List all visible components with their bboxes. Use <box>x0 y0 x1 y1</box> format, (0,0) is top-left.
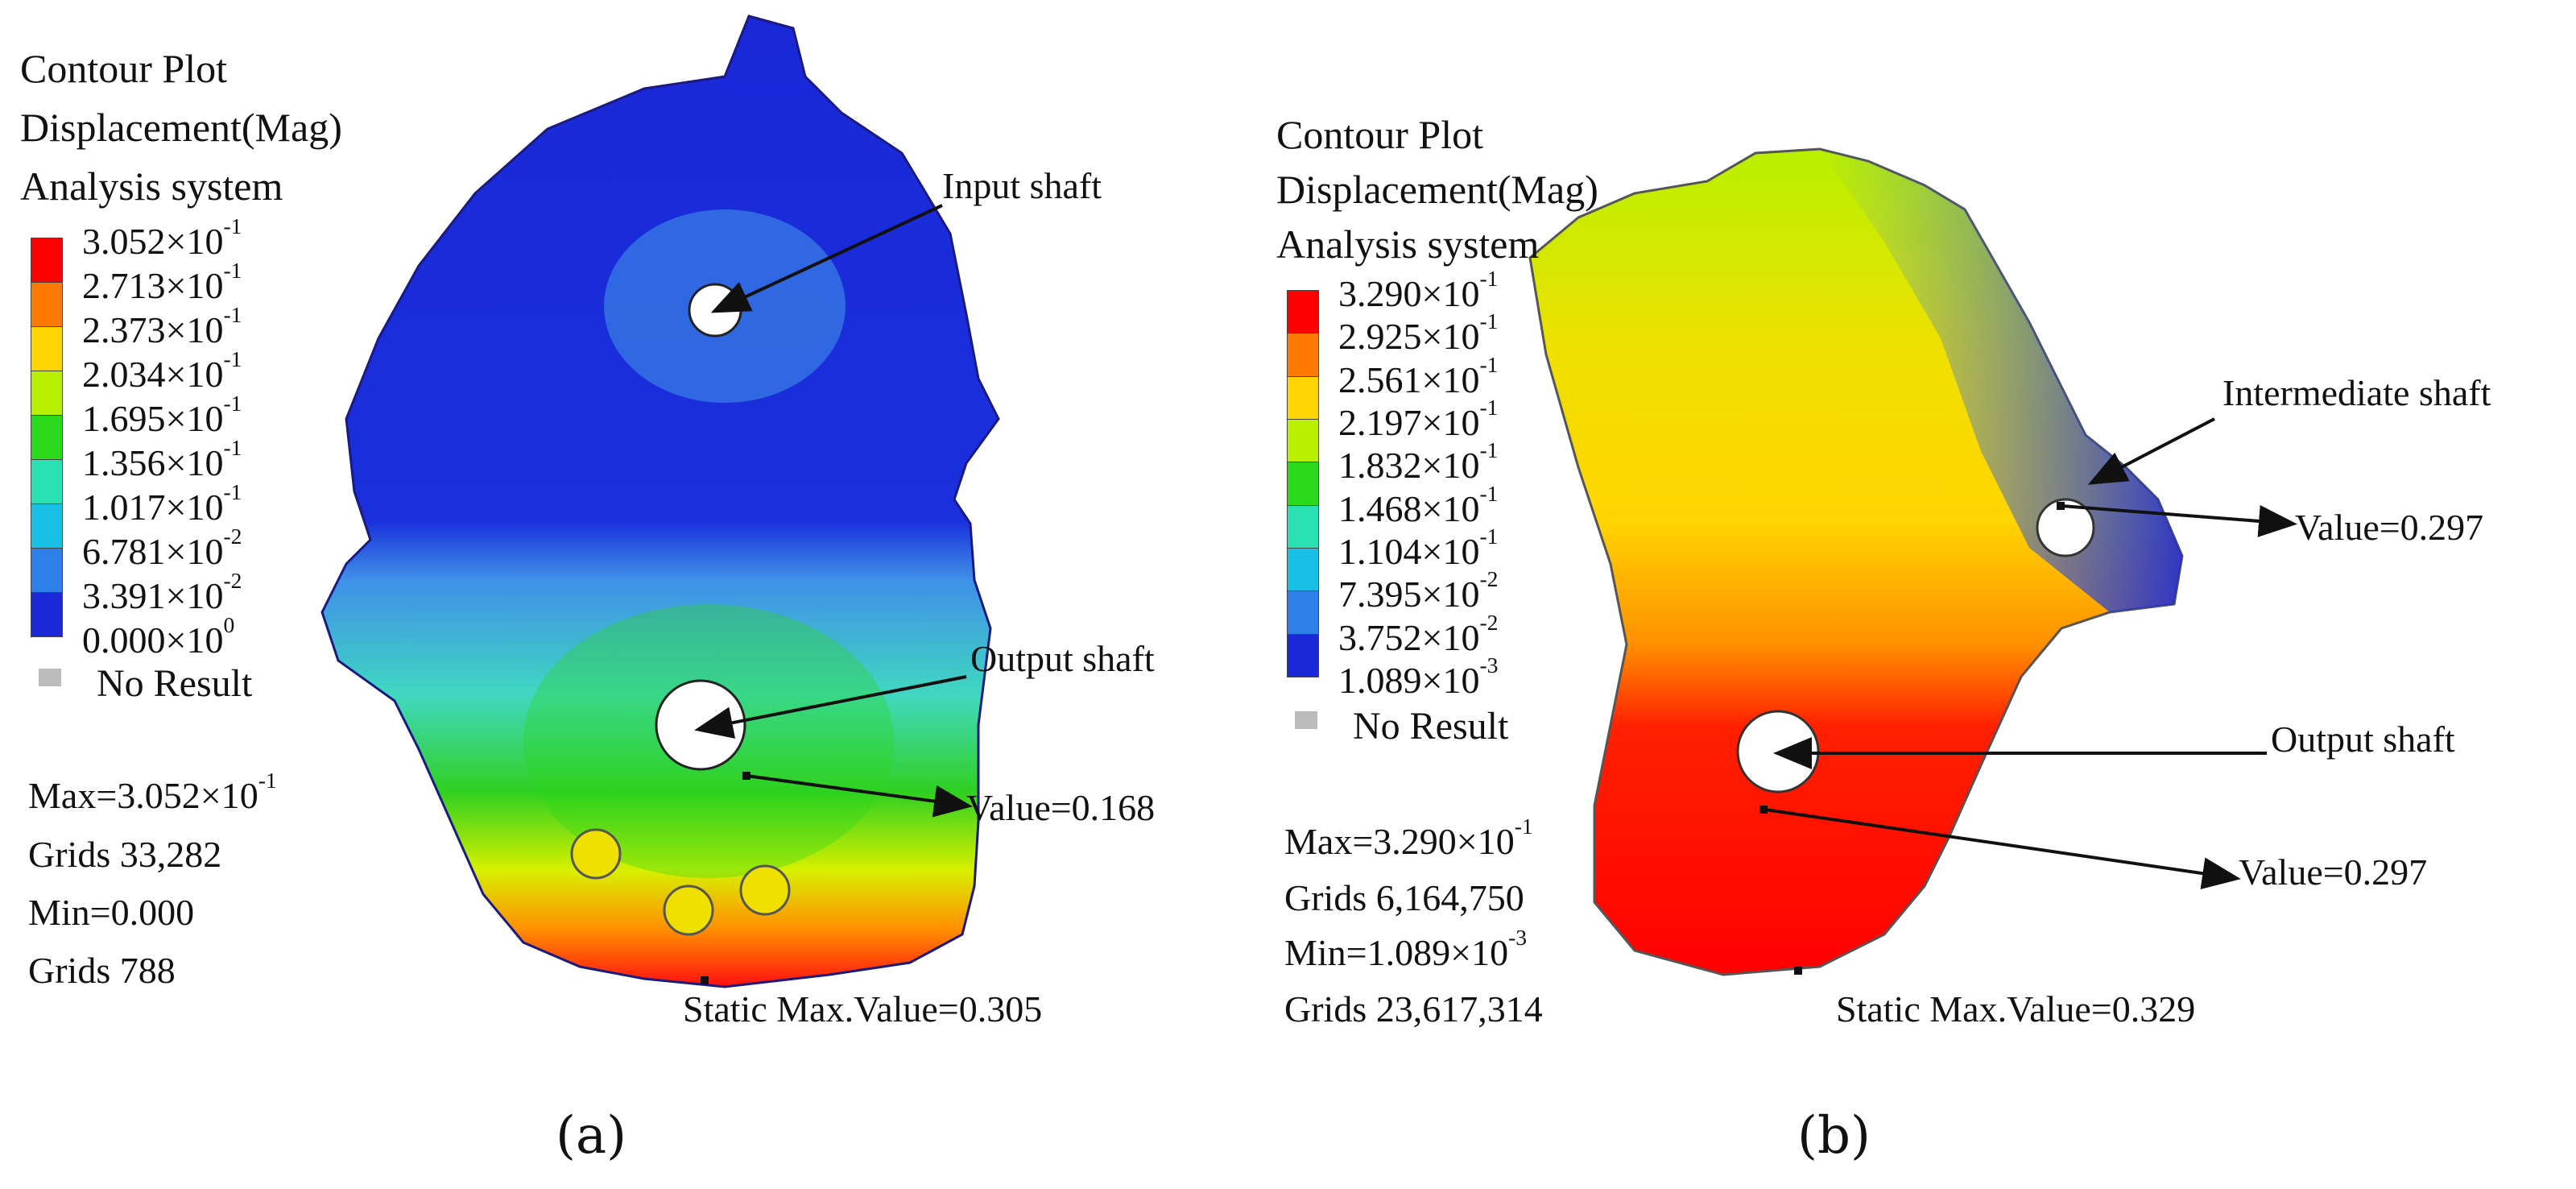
no-result-label: No Result <box>1353 705 1509 748</box>
stat-max: Max=3.290×10-1 <box>1284 814 1533 862</box>
stat-max: Max=3.052×10-1 <box>28 768 277 816</box>
scale-tick-label: 2.197×10-1 <box>1338 395 1499 443</box>
scale-tick-label: 3.052×10-1 <box>82 213 242 262</box>
legend-system: Analysis system <box>20 164 283 209</box>
panel-label-b: (b) <box>1797 1106 1871 1166</box>
scale-tick-label: 0.000×100 <box>82 612 235 661</box>
label-intermediate-shaft: Intermediate shaft <box>2222 372 2491 413</box>
scale-tick-label: 2.925×10-1 <box>1338 309 1499 358</box>
scale-swatch <box>31 371 63 416</box>
scale-tick-label: 3.290×10-1 <box>1338 266 1499 314</box>
scale-tick-label: 6.781×10-2 <box>82 524 242 572</box>
scale-swatch <box>1287 548 1319 592</box>
stat-min: Min=0.000 <box>28 892 195 933</box>
scale-swatch <box>1287 590 1319 635</box>
scale-swatch <box>1287 462 1319 506</box>
stat-min-grids: Grids 23,617,314 <box>1284 988 1543 1030</box>
panel-label-a: (a) <box>556 1106 627 1166</box>
scale-swatch <box>31 238 63 283</box>
arrow-value <box>746 774 973 818</box>
scale-swatch <box>1287 375 1319 420</box>
arrow-input-shaft <box>710 204 943 313</box>
label-output-shaft: Output shaft <box>2271 719 2455 760</box>
no-result-swatch <box>1295 711 1317 729</box>
panel-b: Contour Plot Displacement(Mag) Analysis … <box>1256 0 2544 1189</box>
scale-tick-label: 1.104×10-1 <box>1338 524 1499 572</box>
stat-min: Min=1.089×10-3 <box>1284 925 1528 973</box>
legend-quantity: Displacement(Mag) <box>20 105 342 150</box>
scale-swatch <box>1287 504 1319 549</box>
scale-swatch <box>31 326 63 371</box>
legend-title: Contour Plot <box>1276 112 1483 157</box>
scale-swatch <box>31 592 63 637</box>
scale-tick-label: 1.017×10-1 <box>82 479 242 528</box>
arrow-value-output <box>1764 808 2241 890</box>
scale-tick-label: 1.468×10-1 <box>1338 480 1499 529</box>
scale-tick-label: 2.373×10-1 <box>82 302 242 350</box>
scale-tick-label: 1.356×10-1 <box>82 435 242 483</box>
scale-tick-label: 2.561×10-1 <box>1338 351 1499 400</box>
scale-swatch <box>1287 419 1319 463</box>
scale-tick-label: 2.713×10-1 <box>82 258 242 306</box>
label-value-intermediate: Value=0.297 <box>2295 507 2484 548</box>
stat-max-grids: Grids 6,164,750 <box>1284 877 1524 918</box>
scale-swatch <box>1287 633 1319 677</box>
label-input-shaft: Input shaft <box>942 165 1102 206</box>
arrow-output-shaft <box>694 675 967 739</box>
label-value-output: Value=0.297 <box>2239 851 2428 893</box>
scale-tick-label: 1.089×10-3 <box>1338 652 1499 701</box>
scale-tick-label: 3.391×10-2 <box>82 568 242 616</box>
scale-tick-label: 1.695×10-1 <box>82 391 242 439</box>
arrow-intermediate-shaft <box>2087 417 2215 485</box>
legend-quantity: Displacement(Mag) <box>1276 167 1598 212</box>
scale-tick-label: 1.832×10-1 <box>1338 437 1499 487</box>
scale-swatch <box>31 503 63 549</box>
scale-tick-label: 7.395×10-2 <box>1338 566 1499 615</box>
stat-min-grids: Grids 788 <box>28 950 176 991</box>
label-static-max: Static Max.Value=0.329 <box>1836 988 2196 1030</box>
legend-system: Analysis system <box>1276 222 1540 267</box>
scale-tick-label: 2.034×10-1 <box>82 346 242 395</box>
annotation-arrows-a <box>694 204 973 818</box>
no-result-label: No Result <box>97 662 253 705</box>
label-static-max: Static Max.Value=0.305 <box>683 988 1043 1030</box>
arrow-value-intermediate <box>2061 504 2297 537</box>
housing-b-contour <box>1528 147 2184 976</box>
annotation-arrows-b <box>1764 417 2297 890</box>
panel-a: Contour Plot Displacement(Mag) Analysis … <box>20 14 1156 1166</box>
stat-max-grids: Grids 33,282 <box>28 834 222 875</box>
scale-tick-label: 3.752×10-2 <box>1338 609 1499 658</box>
color-scale: 3.052×10-1 2.713×10-1 2.373×10-1 2.034×10-1… <box>31 215 433 659</box>
label-value-output: Value=0.168 <box>966 787 1156 828</box>
label-output-shaft: Output shaft <box>970 638 1155 679</box>
no-result-swatch <box>39 669 61 686</box>
legend-title: Contour Plot <box>20 46 227 91</box>
color-scale: 3.290×10-1 2.925×10-1 2.561×10-1 2.197×10-1… <box>1287 267 1689 699</box>
scale-swatch <box>31 415 63 460</box>
